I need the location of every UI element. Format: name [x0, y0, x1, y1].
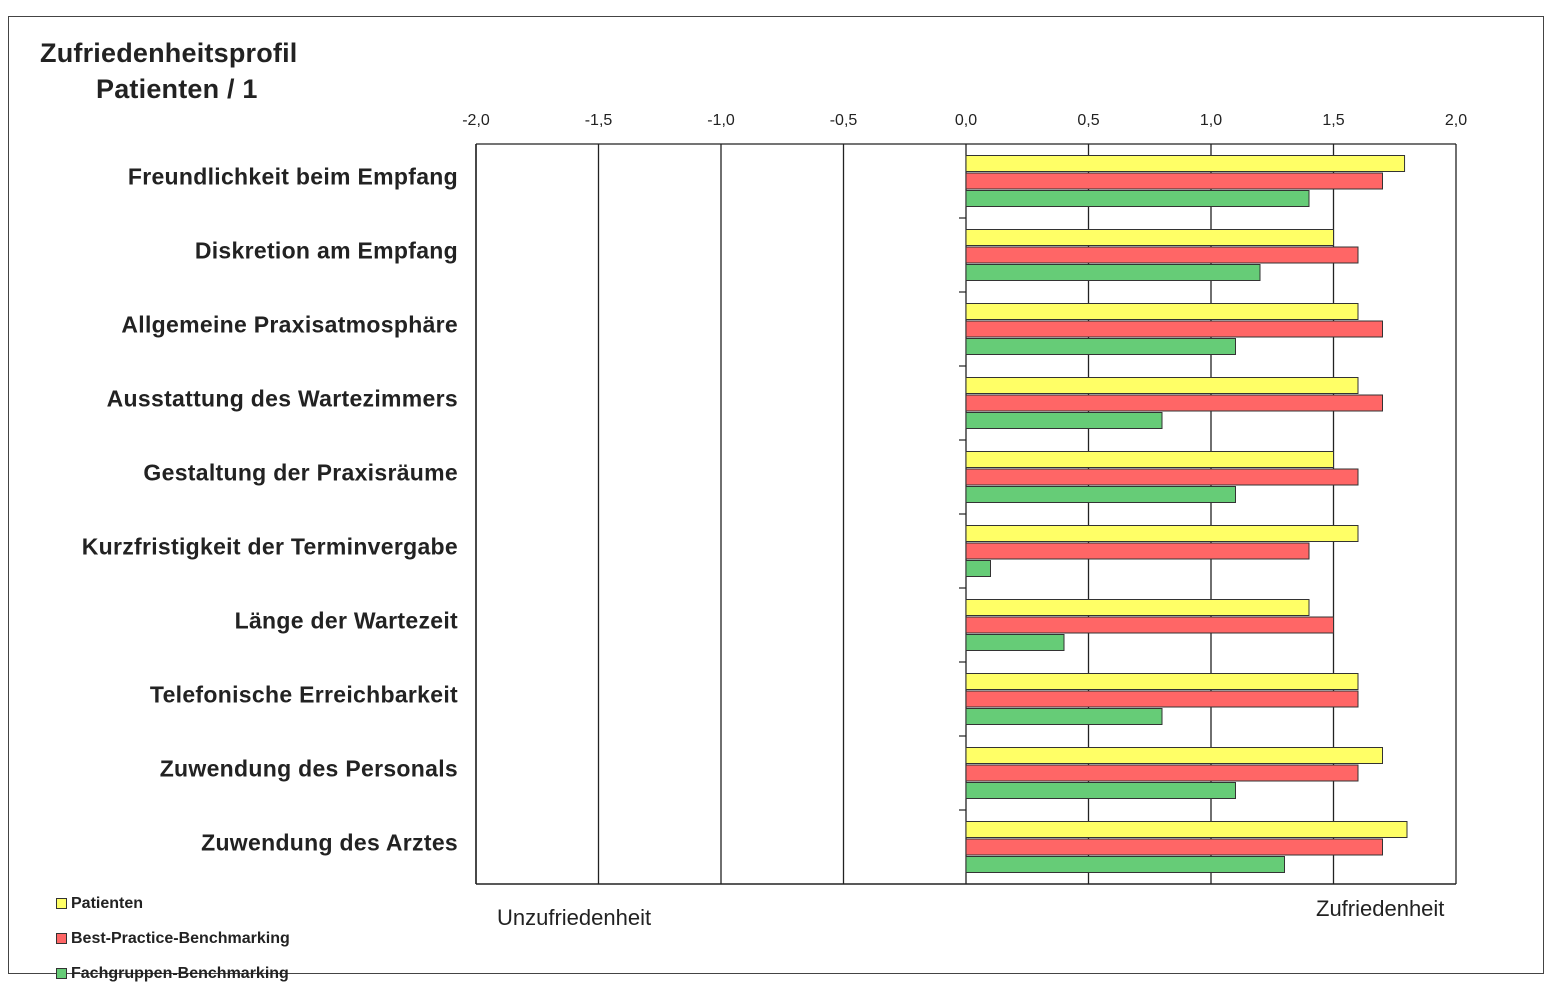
legend-label: Fachgruppen-Benchmarking [71, 964, 289, 982]
bar-1-6 [965, 525, 1359, 542]
bar-1-5 [965, 451, 1334, 468]
bar-2-9 [965, 764, 1359, 782]
x-tick-label: -1,0 [707, 112, 735, 129]
category-labels: Freundlichkeit beim Empfang Diskretion am… [0, 0, 458, 979]
legend-item: Best-Practice-Benchmarking [56, 921, 290, 956]
category-label: Kurzfristigkeit der Terminvergabe [81, 533, 458, 560]
chart-title: Zufriedenheitsprofil [40, 38, 298, 68]
bar-3-1 [965, 190, 1310, 207]
x-tick-label: -1,5 [584, 112, 613, 129]
bar-2-1 [965, 172, 1383, 190]
bar-3-4 [965, 412, 1163, 429]
legend-label: Best-Practice-Benchmarking [71, 929, 290, 947]
category-label: Allgemeine Praxisatmosphäre [121, 311, 458, 338]
legend-swatch [56, 898, 67, 909]
x-tick-label: 1,5 [1322, 112, 1345, 129]
category-label: Ausstattung des Wartezimmers [106, 385, 458, 412]
bar-2-2 [965, 246, 1359, 264]
legend-item: Patienten [56, 886, 290, 921]
bar-3-8 [965, 708, 1163, 725]
bar-2-8 [965, 690, 1359, 708]
x-tick-label: 2,0 [1444, 112, 1468, 129]
bar-3-2 [965, 264, 1261, 281]
category-label: Zuwendung des Personals [159, 755, 458, 782]
category-label: Zuwendung des Arztes [201, 829, 458, 856]
category-label: Gestaltung der Praxisräume [143, 459, 458, 486]
category-label: Telefonische Erreichbarkeit [149, 681, 458, 708]
legend-label: Patienten [71, 894, 144, 912]
bar-2-4 [965, 394, 1383, 412]
category-label: Länge der Wartezeit [234, 607, 458, 634]
legend-item: Fachgruppen-Benchmarking [56, 956, 290, 991]
bar-3-7 [965, 634, 1065, 651]
bar-2-3 [965, 320, 1383, 338]
bar-1-3 [965, 303, 1359, 320]
bar-2-6 [965, 542, 1310, 560]
x-tick-label: -2,0 [462, 112, 490, 129]
category-label: Diskretion am Empfang [194, 237, 458, 264]
bar-3-3 [965, 338, 1236, 355]
axis-caption-zufriedenheit: Zufriedenheit [1316, 896, 1445, 921]
bar-2-7 [965, 616, 1334, 634]
bar-1-1 [965, 155, 1406, 172]
x-tick-label: 0,5 [1077, 112, 1100, 129]
bar-1-9 [965, 747, 1383, 764]
bar-3-5 [965, 486, 1236, 503]
legend-swatch [56, 933, 67, 944]
bar-1-4 [965, 377, 1359, 394]
category-label: Freundlichkeit beim Empfang [127, 163, 458, 190]
bar-2-5 [965, 468, 1359, 486]
bar-1-8 [965, 673, 1359, 690]
bar-1-2 [965, 229, 1334, 246]
bar-3-6 [965, 560, 991, 577]
bar-3-9 [965, 782, 1236, 799]
axis-caption-unzufriedenheit: Unzufriedenheit [497, 905, 652, 930]
bar-2-10 [965, 838, 1383, 856]
x-tick-label: 1,0 [1199, 112, 1223, 129]
legend: Patienten Best-Practice-Benchmarking Fachg… [56, 886, 290, 991]
x-tick-label: -0,5 [829, 112, 858, 129]
bar-3-10 [965, 856, 1285, 873]
x-tick-label: 0,0 [954, 112, 978, 129]
legend-swatch [56, 968, 67, 979]
bar-1-10 [965, 821, 1408, 838]
bar-1-7 [965, 599, 1310, 616]
chart-subtitle: Patienten / 1 [96, 74, 258, 104]
